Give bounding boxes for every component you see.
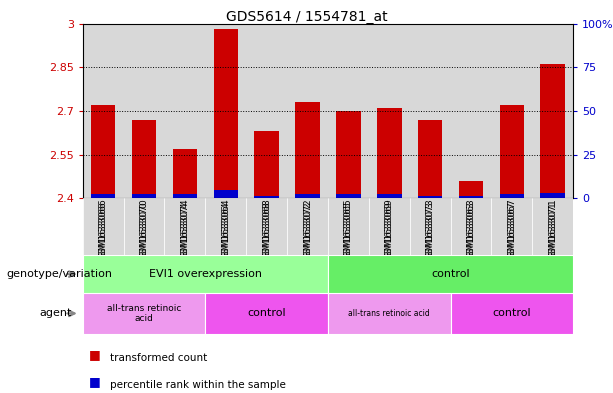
FancyBboxPatch shape [205,293,328,334]
Bar [295,194,320,198]
FancyBboxPatch shape [83,293,205,334]
Text: genotype/variation: genotype/variation [6,269,112,279]
Text: GSM1633074: GSM1633074 [180,198,189,259]
Bar [254,131,279,198]
Text: ■: ■ [89,348,101,361]
Bar [451,24,492,198]
Bar [132,120,156,198]
Bar [205,24,246,198]
Text: percentile rank within the sample: percentile rank within the sample [110,380,286,390]
FancyBboxPatch shape [164,198,205,255]
Text: GSM1633068: GSM1633068 [262,201,271,262]
Bar [532,24,573,198]
Bar [295,102,320,198]
Text: GSM1633072: GSM1633072 [303,201,312,262]
Bar [377,194,402,198]
FancyBboxPatch shape [124,198,164,255]
FancyBboxPatch shape [83,255,328,293]
Text: GSM1633064: GSM1633064 [221,198,230,259]
Text: GSM1633073: GSM1633073 [425,198,435,259]
FancyBboxPatch shape [492,198,532,255]
Text: GSM1633074: GSM1633074 [180,201,189,262]
Bar [336,111,360,198]
Text: GSM1633070: GSM1633070 [140,198,148,259]
Text: GSM1633067: GSM1633067 [508,201,516,262]
Text: GSM1633065: GSM1633065 [344,198,353,259]
Text: GSM1633064: GSM1633064 [221,201,230,262]
Bar [254,196,279,198]
Text: agent: agent [40,309,72,318]
Bar [418,120,443,198]
Bar [246,24,287,198]
Bar [91,105,115,198]
Text: GSM1633063: GSM1633063 [466,198,476,259]
Bar [459,196,483,198]
Text: control: control [431,269,470,279]
Bar [336,194,360,198]
Text: control: control [492,309,531,318]
Text: GSM1633073: GSM1633073 [425,201,435,262]
Text: GSM1633068: GSM1633068 [262,198,271,259]
Bar [541,64,565,198]
Bar [500,105,524,198]
FancyBboxPatch shape [328,293,451,334]
Bar [377,108,402,198]
FancyBboxPatch shape [451,198,492,255]
FancyBboxPatch shape [451,293,573,334]
Text: GDS5614 / 1554781_at: GDS5614 / 1554781_at [226,10,387,24]
Bar [500,194,524,198]
Bar [83,24,124,198]
FancyBboxPatch shape [83,198,124,255]
Text: EVI1 overexpression: EVI1 overexpression [149,269,262,279]
Bar [328,24,369,198]
Text: control: control [247,309,286,318]
Bar [124,24,164,198]
Bar [213,29,238,198]
Bar [541,193,565,198]
Text: GSM1633069: GSM1633069 [385,201,394,262]
Bar [418,196,443,198]
Bar [287,24,328,198]
FancyBboxPatch shape [287,198,328,255]
Bar [173,194,197,198]
Text: GSM1633063: GSM1633063 [466,201,476,262]
Text: all-trans retinoic
acid: all-trans retinoic acid [107,304,181,323]
Bar [492,24,532,198]
Text: GSM1633066: GSM1633066 [99,198,108,259]
Bar [164,24,205,198]
Bar [409,24,451,198]
Text: ■: ■ [89,375,101,388]
Text: transformed count: transformed count [110,353,208,363]
Text: GSM1633067: GSM1633067 [508,198,516,259]
Bar [91,194,115,198]
FancyBboxPatch shape [328,198,369,255]
FancyBboxPatch shape [409,198,451,255]
Text: GSM1633071: GSM1633071 [548,201,557,262]
FancyBboxPatch shape [328,255,573,293]
Bar [459,181,483,198]
FancyBboxPatch shape [369,198,409,255]
Text: GSM1633065: GSM1633065 [344,201,353,262]
Text: GSM1633070: GSM1633070 [140,201,148,262]
Text: all-trans retinoic acid: all-trans retinoic acid [348,309,430,318]
Text: GSM1633071: GSM1633071 [548,198,557,259]
Bar [132,194,156,198]
Bar [369,24,409,198]
Bar [173,149,197,198]
FancyBboxPatch shape [205,198,246,255]
FancyBboxPatch shape [246,198,287,255]
Bar [213,190,238,198]
Text: GSM1633072: GSM1633072 [303,198,312,259]
Text: GSM1633066: GSM1633066 [99,201,108,262]
Text: GSM1633069: GSM1633069 [385,198,394,259]
FancyBboxPatch shape [532,198,573,255]
